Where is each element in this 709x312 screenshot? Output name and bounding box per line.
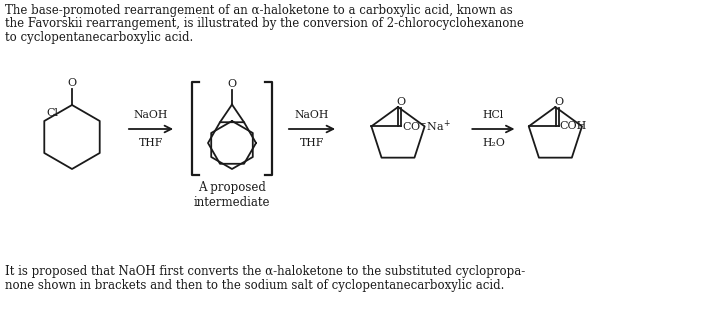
Text: O: O xyxy=(67,78,77,88)
Text: NaOH: NaOH xyxy=(134,110,168,120)
Text: It is proposed that NaOH first converts the α-haloketone to the substituted cycl: It is proposed that NaOH first converts … xyxy=(5,265,525,278)
Text: none shown in brackets and then to the sodium salt of cyclopentanecarboxylic aci: none shown in brackets and then to the s… xyxy=(5,279,504,291)
Text: Cl: Cl xyxy=(46,108,58,118)
Text: CO$^{-}$Na$^{+}$: CO$^{-}$Na$^{+}$ xyxy=(403,119,451,134)
Text: COH: COH xyxy=(559,121,587,131)
Text: to cyclopentanecarboxylic acid.: to cyclopentanecarboxylic acid. xyxy=(5,31,194,44)
Text: The base-promoted rearrangement of an α-haloketone to a carboxylic acid, known a: The base-promoted rearrangement of an α-… xyxy=(5,4,513,17)
Text: the Favorskii rearrangement, is illustrated by the conversion of 2-chlorocyclohe: the Favorskii rearrangement, is illustra… xyxy=(5,17,524,31)
Text: O: O xyxy=(397,97,406,107)
Text: O: O xyxy=(228,79,237,89)
Text: A proposed
intermediate: A proposed intermediate xyxy=(194,181,270,209)
Text: THF: THF xyxy=(300,138,324,148)
Text: O: O xyxy=(554,97,564,107)
Text: NaOH: NaOH xyxy=(295,110,329,120)
Text: H₂O: H₂O xyxy=(482,138,505,148)
Text: HCl: HCl xyxy=(483,110,504,120)
Text: THF: THF xyxy=(139,138,163,148)
